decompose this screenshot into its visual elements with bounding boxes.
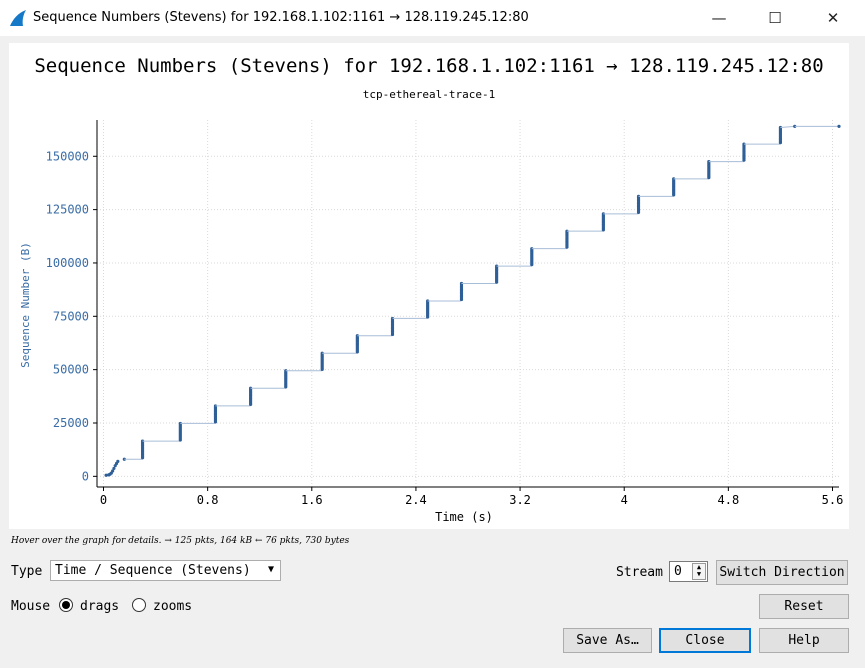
hover-info-text: Hover over the graph for details. → 125 … [11,536,350,546]
graph-type-select[interactable]: Time / Sequence (Stevens) ▼ [50,560,281,581]
x-tick-label: 4 [621,493,628,507]
y-tick-label: 75000 [53,309,89,323]
reset-button[interactable]: Reset [759,594,849,619]
data-point [104,473,108,477]
y-tick-label: 0 [82,469,89,483]
axes: 0 0.8 1.6 2.4 3.2 4 4.8 5.6 0 25000 50000 75000 1000… [46,120,844,507]
switch-direction-button[interactable]: Switch Direction [716,560,848,585]
radio-selected-dot [62,601,70,609]
stream-label: Stream [616,565,663,580]
y-tick-label: 150000 [46,149,89,163]
y-tick-label: 125000 [46,203,89,217]
wireshark-fin-icon [10,10,26,26]
y-axis-label: Sequence Number (B) [19,242,32,368]
stream-value: 0 [674,564,682,579]
save-as-button[interactable]: Save As… [563,628,652,653]
stream-spinbox[interactable]: 0 ▲ ▼ [669,561,708,582]
grid [97,120,839,487]
drags-radio[interactable] [59,598,73,612]
data-point [249,386,253,390]
y-tick-label: 100000 [46,256,89,270]
x-axis-label: Time (s) [435,510,493,524]
x-tick-label: 3.2 [509,493,531,507]
x-tick-label: 1.6 [301,493,323,507]
graph-area[interactable]: 0 0.8 1.6 2.4 3.2 4 4.8 5.6 0 25000 50000 75000 1000… [9,43,849,529]
maximize-button[interactable]: ☐ [768,9,782,27]
chart-subtitle: tcp-ethereal-trace-1 [363,88,495,101]
mouse-label: Mouse [11,599,51,614]
x-tick-label: 4.8 [718,493,740,507]
data-point [116,459,120,463]
window-title: Sequence Numbers (Stevens) for 192.168.1… [33,10,529,25]
x-tick-label: 0 [100,493,107,507]
y-tick-label: 50000 [53,363,89,377]
data-point [112,466,116,471]
x-tick-label: 0.8 [197,493,219,507]
y-tick-label: 25000 [53,416,89,430]
data-point [837,124,841,129]
type-label: Type [11,564,43,579]
close-button[interactable]: Close [659,628,751,653]
step-connector [780,125,795,128]
graph-type-value: Time / Sequence (Stevens) [55,563,251,578]
close-window-button[interactable]: ✕ [826,9,840,27]
zooms-radio[interactable] [132,598,146,612]
chevron-down-icon: ▼ [267,564,274,575]
x-tick-label: 5.6 [822,493,844,507]
sequence-chart[interactable]: 0 0.8 1.6 2.4 3.2 4 4.8 5.6 0 25000 50000 75000 1000… [9,43,849,529]
help-button[interactable]: Help [759,628,849,653]
chart-title: Sequence Numbers (Stevens) for 192.168.1… [34,55,823,77]
zooms-label[interactable]: zooms [153,599,193,614]
x-tick-label: 2.4 [405,493,427,507]
spin-arrows-icon[interactable]: ▲ ▼ [692,563,706,580]
data-point [111,469,115,473]
drags-label[interactable]: drags [80,599,120,614]
data-points [104,124,841,477]
minimize-button[interactable]: — [711,9,727,27]
title-bar: Sequence Numbers (Stevens) for 192.168.1… [0,0,865,36]
